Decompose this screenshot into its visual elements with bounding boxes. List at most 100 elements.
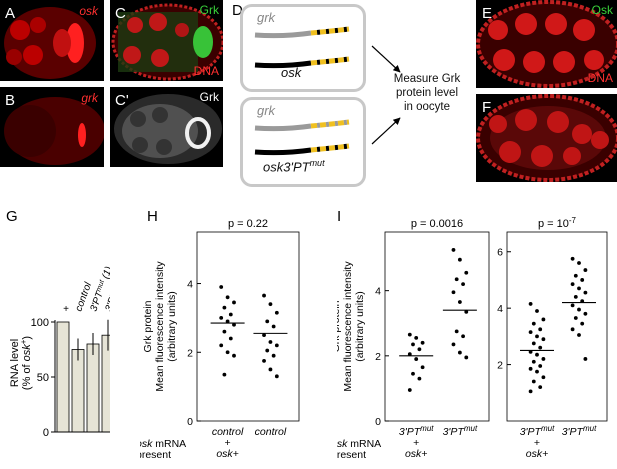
panel-c-micrograph: C Grk DNA — [110, 0, 223, 81]
data-point — [583, 290, 588, 295]
panel-c-prime-micrograph: C' Grk — [110, 87, 223, 167]
panel-letter: C — [115, 5, 126, 22]
x-category-label: osk+ — [526, 448, 548, 460]
data-point — [407, 332, 412, 337]
bar — [101, 334, 110, 433]
wildtype-constructs — [254, 26, 350, 69]
data-point — [531, 341, 536, 346]
bar — [56, 321, 70, 433]
data-point — [414, 336, 419, 340]
y-tick-label: 2 — [375, 351, 381, 363]
y-axis-label-units: (arbitrary units) — [354, 291, 366, 362]
panel-letter: H — [147, 208, 158, 225]
panel-b-image — [4, 97, 104, 165]
data-point — [274, 343, 279, 348]
panel-e-image — [476, 0, 617, 88]
y-tick-label: 0 — [187, 416, 193, 428]
panel-letter: D — [232, 2, 243, 19]
measure-line: protein level — [395, 87, 458, 99]
data-point — [228, 312, 233, 317]
data-point — [232, 322, 236, 327]
construct-box-wildtype: grk osk — [240, 4, 366, 92]
data-point — [225, 295, 230, 300]
panel-f-micrograph: F — [476, 94, 617, 182]
data-point — [454, 277, 459, 282]
y-tick-label: 0 — [375, 416, 381, 428]
data-point — [262, 293, 266, 298]
data-point — [531, 359, 536, 364]
x-category-label-sup: mut — [541, 424, 555, 433]
data-point — [528, 330, 533, 335]
data-point — [583, 311, 588, 316]
data-point — [420, 365, 425, 370]
data-point — [535, 369, 539, 374]
data-point — [541, 337, 546, 342]
data-point — [577, 307, 581, 312]
data-point — [541, 317, 546, 322]
panel-letter: I — [337, 208, 342, 225]
data-point — [577, 286, 581, 291]
panel-letter: G — [6, 208, 18, 225]
data-point — [274, 374, 279, 379]
data-point — [232, 353, 236, 358]
x-category-label-sup: mut — [420, 424, 434, 433]
x-category-label-main: osk+ — [216, 448, 238, 460]
data-point — [573, 316, 578, 320]
arrows — [371, 45, 401, 145]
x-category-label-main: 3'PT — [562, 426, 585, 438]
data-point — [222, 329, 227, 334]
x-tick-label: + — [63, 304, 69, 315]
data-point — [538, 345, 543, 350]
data-point — [577, 333, 581, 337]
x-category-label-main: + — [225, 437, 231, 449]
bar — [71, 349, 85, 433]
panel-letter: F — [482, 99, 492, 116]
panel-c-prime-label: Grk — [199, 90, 219, 104]
gene-osk-mutant-text: osk3'PT — [263, 159, 310, 175]
x-category-label: 3'PTmut — [399, 424, 434, 439]
data-point — [573, 294, 578, 299]
panel-letter: E — [482, 5, 493, 22]
gene-osk-mutant-sup: mut — [309, 158, 325, 168]
data-point — [268, 340, 273, 344]
row-label: osk mRNA — [337, 438, 381, 450]
x-tick-label-main: + — [63, 304, 69, 315]
panel-letter: A — [5, 5, 16, 22]
data-point — [538, 327, 543, 332]
data-point — [583, 357, 588, 361]
data-point — [531, 321, 536, 326]
data-point — [528, 389, 533, 394]
data-point — [535, 334, 539, 339]
x-category-label: + — [225, 437, 231, 449]
data-point — [464, 270, 469, 275]
y-tick-label: 6 — [497, 247, 503, 259]
x-category-label: + — [534, 437, 540, 449]
x-category-label-main: + — [534, 437, 540, 449]
data-point — [580, 321, 585, 326]
gene-grk-label: grk — [257, 103, 276, 118]
data-point — [461, 334, 465, 339]
data-point — [219, 343, 224, 348]
data-point — [535, 309, 539, 313]
data-point — [451, 248, 456, 252]
data-point — [570, 256, 575, 261]
data-point — [464, 355, 469, 360]
x-category-label: osk+ — [405, 448, 427, 460]
data-point — [464, 309, 469, 314]
panel-a-label: osk — [79, 4, 98, 18]
row-label-rest: mRNA — [347, 438, 381, 450]
data-point — [268, 302, 273, 307]
construct-box-mutant: grk osk3'PTmut — [240, 97, 366, 187]
measure-line: Measure Grk — [393, 73, 461, 85]
data-point — [225, 350, 230, 355]
data-point — [265, 319, 270, 324]
x-category-label: control — [255, 426, 287, 438]
mutant-constructs — [254, 119, 350, 156]
y-tick-label: 50 — [37, 372, 49, 384]
data-point — [570, 327, 575, 332]
y-axis-label: Mean fluorescence intensity — [154, 261, 166, 392]
data-point — [274, 310, 279, 315]
data-point — [531, 379, 536, 384]
gene-osk-mutant-label: osk3'PTmut — [263, 158, 325, 174]
row-label-present: present — [140, 449, 171, 461]
